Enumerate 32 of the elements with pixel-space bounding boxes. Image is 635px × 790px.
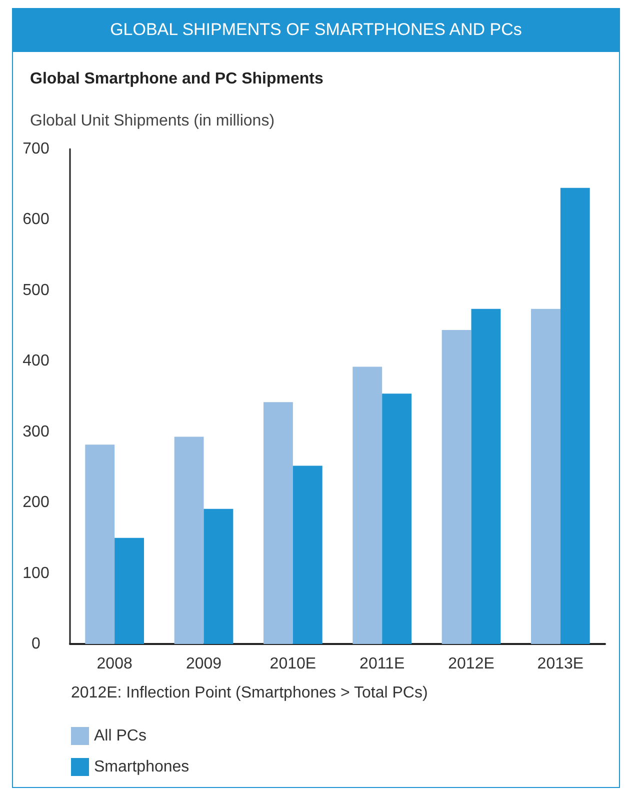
y-tick-label: 100	[22, 564, 50, 582]
y-tick-label: 300	[22, 423, 50, 440]
legend-label: All PCs	[94, 728, 146, 744]
bar	[352, 366, 382, 644]
bar	[263, 402, 293, 644]
bar	[174, 436, 204, 644]
bar	[442, 330, 472, 644]
y-tick-label: 200	[22, 494, 50, 512]
x-tick-label: 2009	[186, 656, 222, 672]
bar	[471, 308, 501, 644]
bar	[204, 508, 234, 644]
y-tick-label: 400	[22, 352, 50, 370]
bar	[382, 394, 412, 644]
bar	[85, 444, 115, 644]
legend-label: Smartphones	[94, 758, 190, 776]
x-tick-label: 2010E	[270, 656, 316, 672]
bar	[292, 466, 322, 644]
x-tick-label: 2012E	[448, 656, 494, 672]
bar	[560, 188, 590, 644]
y-tick-label: 600	[22, 211, 50, 228]
bar	[530, 308, 560, 644]
x-tick-label: 2013E	[537, 656, 584, 672]
x-tick-label: 2011E	[360, 656, 405, 672]
y-axis-title: Global Unit Shipments (in millions)	[30, 112, 275, 130]
y-tick-label: 500	[22, 282, 50, 299]
chart-title: GLOBAL SHIPMENTS OF SMARTPHONES AND PCs	[12, 8, 620, 52]
bar	[114, 538, 144, 644]
chart-subtitle: Global Smartphone and PC Shipments	[30, 70, 324, 88]
y-tick-label: 700	[22, 140, 50, 158]
y-tick-label: 0	[32, 636, 41, 652]
x-tick-label: 2008	[96, 656, 132, 672]
text: 2012E: Inflection Point (Smartphones > Total PCs)	[71, 684, 428, 702]
